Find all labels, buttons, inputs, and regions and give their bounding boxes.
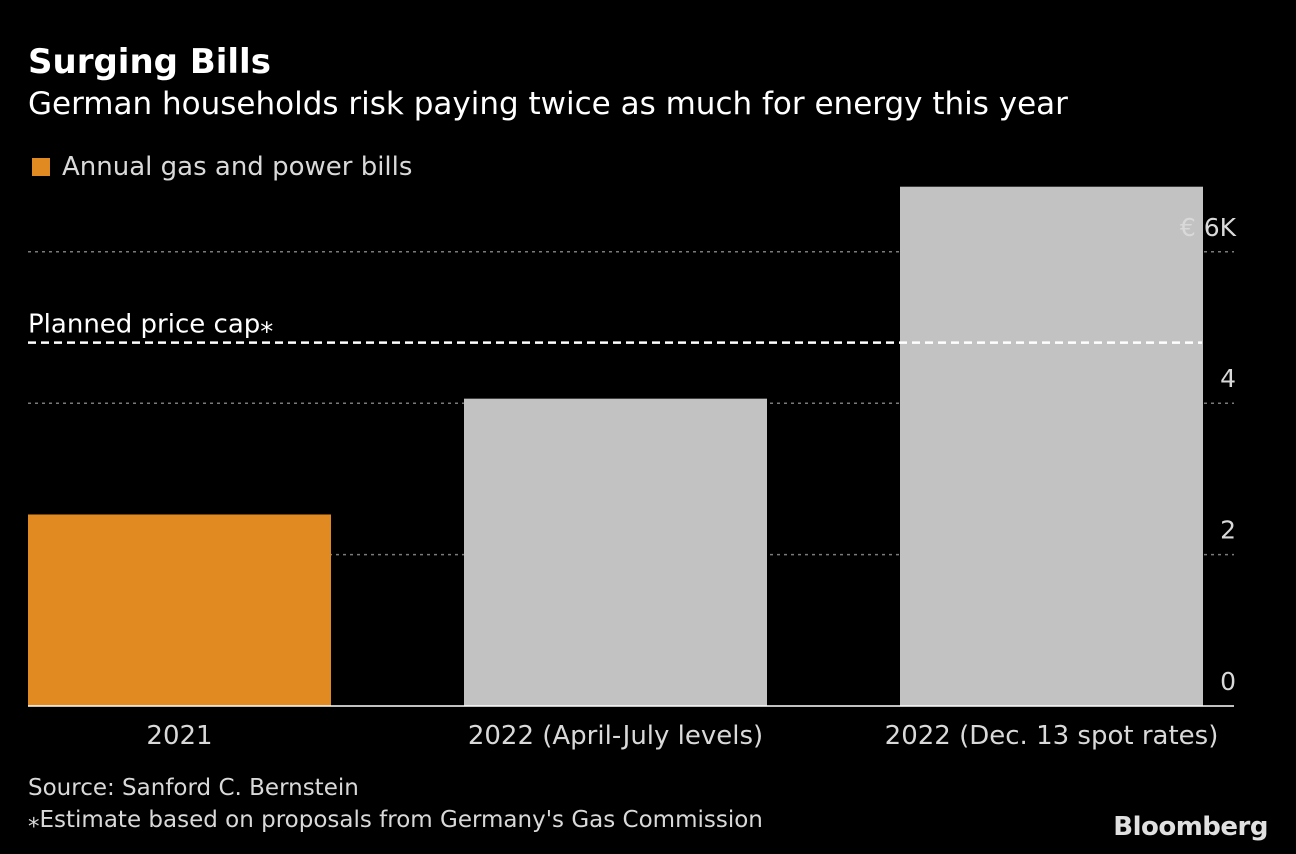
footnote-text: ⁎Estimate based on proposals from German…: [28, 807, 763, 833]
x-tick-label-0: 2021: [146, 721, 212, 751]
source-text: Source: Sanford C. Bernstein: [28, 775, 359, 801]
x-tick-label-1: 2022 (April-July levels): [468, 721, 763, 751]
y-tick-label-6: € 6K: [1180, 213, 1237, 242]
bar-1: [464, 398, 767, 706]
y-tick-label-4: 4: [1220, 364, 1236, 393]
chart-subtitle: German households risk paying twice as m…: [28, 86, 1068, 122]
legend: Annual gas and power bills: [32, 152, 412, 182]
source-notes: Source: Sanford C. Bernstein ⁎Estimate b…: [28, 772, 763, 836]
bloomberg-logo: Bloomberg: [1113, 812, 1268, 842]
y-tick-label-2: 2: [1220, 516, 1236, 545]
bar-0: [28, 514, 331, 706]
legend-label: Annual gas and power bills: [62, 152, 413, 182]
x-tick-label-2: 2022 (Dec. 13 spot rates): [885, 721, 1219, 751]
price-cap-label: Planned price cap⁎: [28, 310, 273, 340]
chart-title: Surging Bills: [28, 42, 271, 82]
bar-2: [900, 186, 1203, 706]
legend-swatch: [32, 158, 50, 176]
y-tick-label-0: 0: [1220, 667, 1236, 696]
